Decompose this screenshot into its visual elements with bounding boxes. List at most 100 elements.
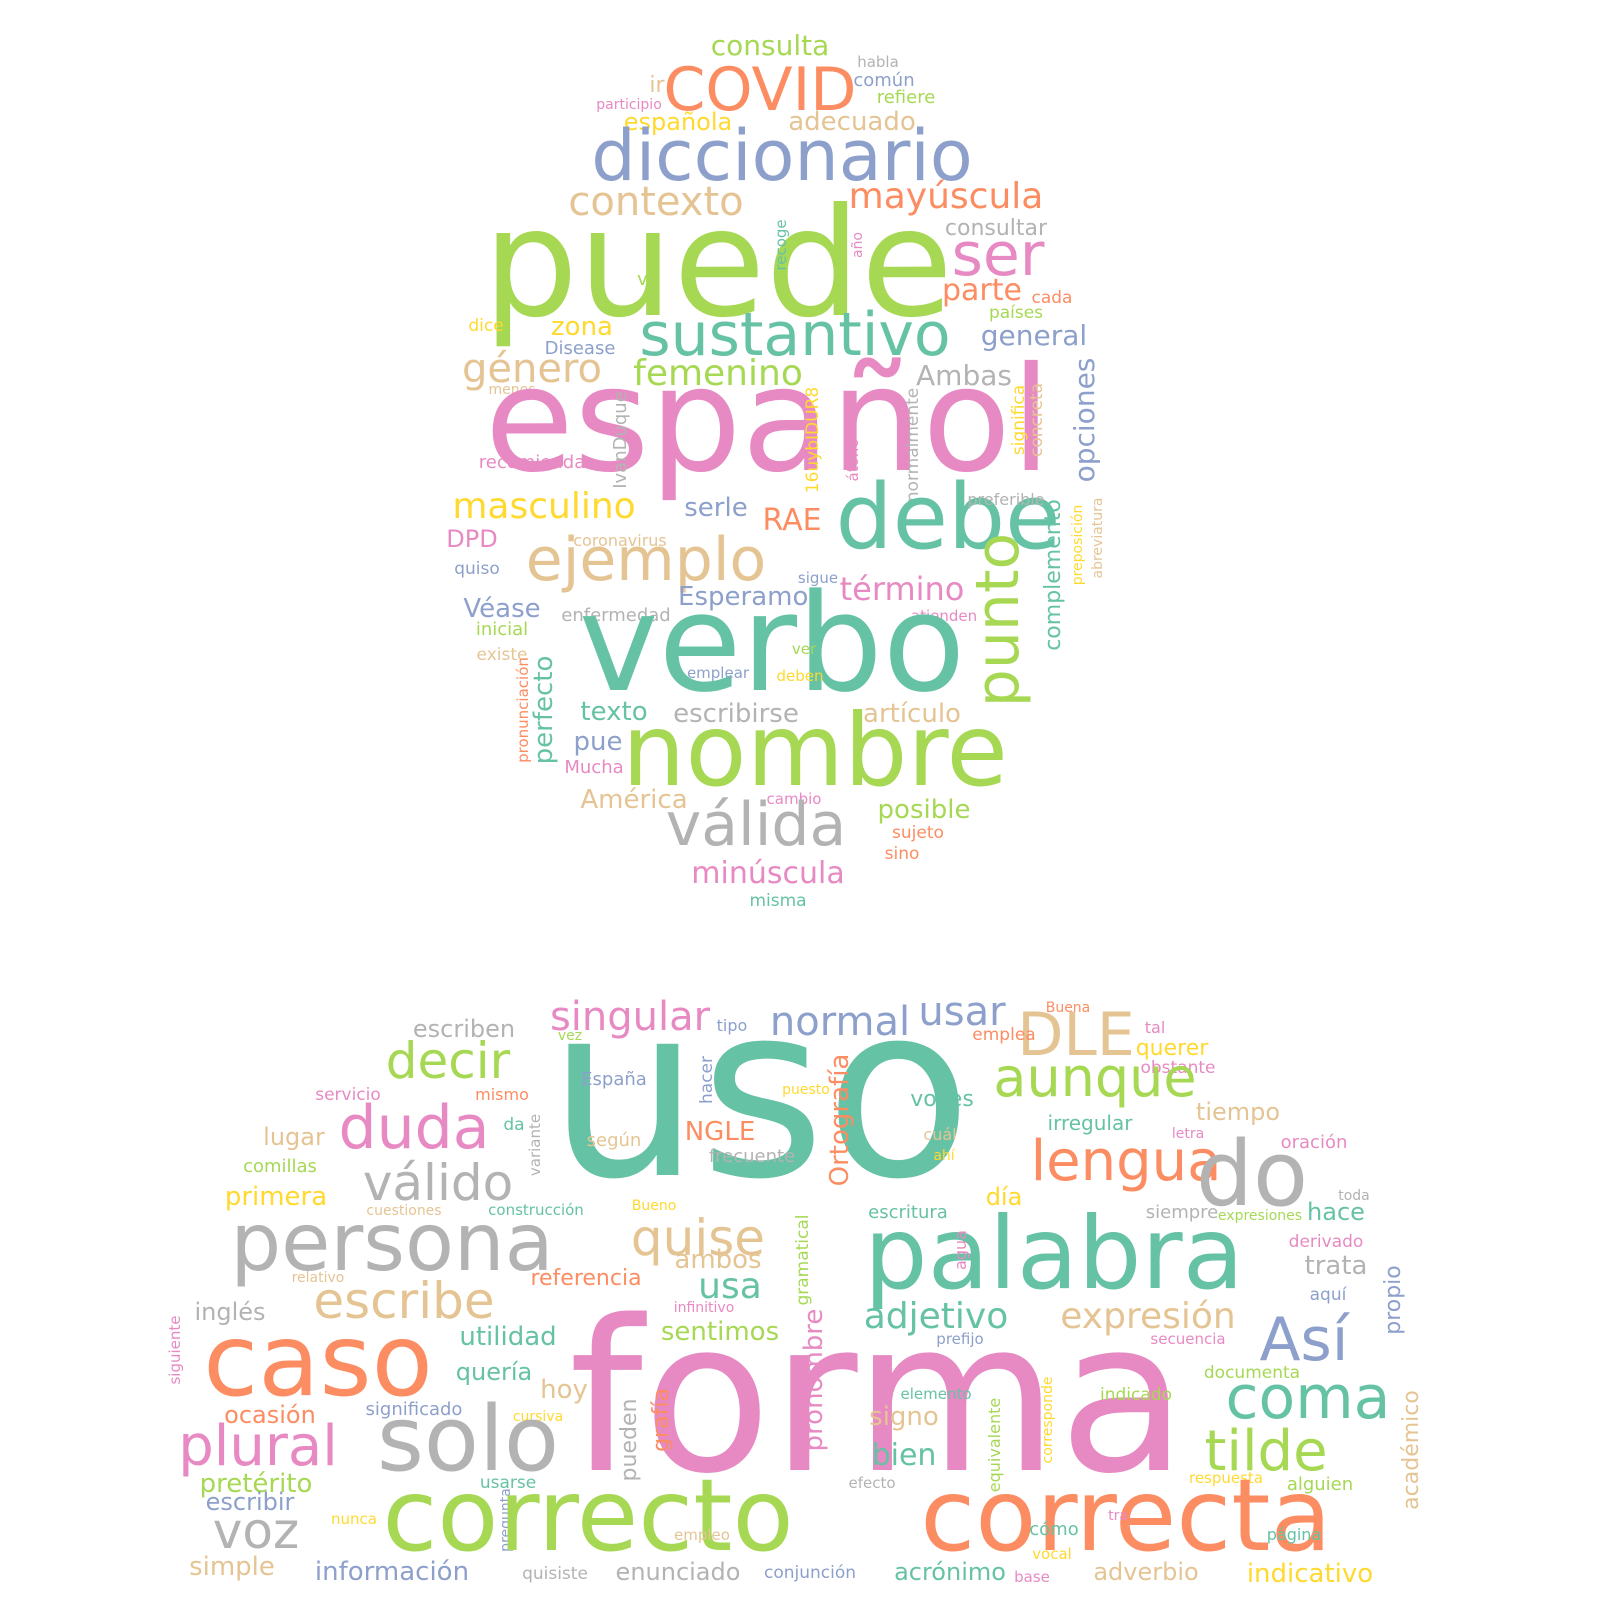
word-168: solo: [377, 1387, 559, 1492]
word-50: quiso: [454, 559, 500, 579]
word-40: serle: [684, 493, 747, 523]
word-199: indicativo: [1247, 1559, 1373, 1589]
word-31: opciones: [1068, 358, 1101, 483]
word-89: vez: [558, 1028, 582, 1044]
word-71: Mucha: [564, 757, 623, 778]
word-178: respuesta: [1189, 1469, 1263, 1487]
word-55: enfermedad: [561, 605, 670, 626]
word-165: corresponde: [1040, 1377, 1056, 1464]
word-30: español: [485, 336, 1052, 505]
word-91: decir: [386, 1032, 511, 1090]
word-162: significado: [366, 1399, 463, 1420]
word-191: simple: [189, 1552, 275, 1582]
word-22: países: [989, 303, 1043, 323]
word-60: verbo: [579, 565, 966, 722]
word-73: América: [580, 785, 687, 815]
word-46: ejemplo: [526, 525, 766, 595]
word-12: consultar: [945, 216, 1048, 241]
word-151: prefijo: [936, 1330, 983, 1348]
word-54: Esperamos: [678, 582, 822, 612]
word-166: cursiva: [513, 1409, 563, 1425]
word-20: dice: [468, 316, 503, 336]
word-59: existe: [477, 645, 528, 665]
word-64: deben: [776, 667, 823, 685]
word-79: misma: [749, 891, 806, 911]
word-183: nunca: [331, 1510, 377, 1528]
word-4: ir: [649, 73, 665, 98]
word-136: trata: [1305, 1251, 1368, 1281]
word-17: va: [637, 269, 659, 290]
word-13: puede: [483, 177, 953, 351]
word-47: complemento: [1041, 499, 1066, 651]
word-81: singular: [550, 994, 711, 1040]
word-108: NGLE: [685, 1117, 756, 1147]
word-175: pretérito: [200, 1469, 313, 1499]
word-63: emplear: [687, 664, 750, 682]
word-67: escribirse: [673, 699, 799, 729]
word-184: correcto: [382, 1457, 793, 1574]
word-157: pronombre: [799, 1309, 829, 1452]
word-150: siguiente: [166, 1315, 184, 1384]
word-1: habla: [857, 53, 899, 71]
word-62: pronunciación: [514, 657, 532, 763]
word-124: Bueno: [632, 1198, 677, 1214]
word-10: contexto: [568, 179, 743, 225]
word-161: indicado: [1100, 1385, 1172, 1405]
word-139: escribe: [313, 1272, 494, 1330]
word-7: española: [624, 108, 732, 136]
word-99: Ortografía: [825, 1054, 855, 1187]
word-140: usa: [698, 1266, 762, 1307]
word-88: emplea: [972, 1025, 1035, 1045]
word-156: documenta: [1204, 1363, 1300, 1383]
word-68: artículo: [863, 699, 961, 729]
word-195: conjunción: [764, 1563, 856, 1583]
word-116: ahí: [933, 1148, 955, 1164]
word-193: quisiste: [522, 1564, 588, 1584]
word-169: pueden: [617, 1399, 642, 1482]
word-133: derivado: [1289, 1232, 1364, 1252]
word-181: pregunta: [498, 1488, 514, 1552]
word-167: plural: [178, 1414, 338, 1479]
word-90: querer: [1136, 1036, 1210, 1061]
word-185: correcta: [920, 1457, 1331, 1574]
word-70: nombre: [622, 692, 1008, 809]
word-57: inicial: [476, 619, 528, 640]
word-98: puesto: [782, 1082, 830, 1098]
word-66: texto: [580, 697, 647, 727]
word-16: año: [850, 232, 866, 258]
word-24: general: [981, 319, 1087, 352]
word-182: voz: [213, 1502, 299, 1560]
word-48: preposición: [1070, 505, 1086, 586]
word-149: utilidad: [459, 1322, 556, 1352]
word-180: escribir: [206, 1488, 295, 1516]
word-2: COVID: [663, 55, 856, 125]
word-110: cuál: [923, 1125, 956, 1144]
word-141: aquí: [1310, 1285, 1348, 1305]
word-121: toda: [1338, 1188, 1370, 1204]
word-42: preferible: [967, 490, 1044, 509]
word-120: día: [986, 1183, 1023, 1211]
word-84: escriben: [413, 1015, 515, 1043]
word-104: irregular: [1048, 1111, 1134, 1135]
word-53: Véase: [463, 594, 540, 624]
word-147: Así: [1260, 1305, 1351, 1375]
word-109: según: [587, 1130, 642, 1151]
word-58: punto: [963, 533, 1033, 707]
word-6: participio: [596, 97, 662, 113]
word-190: página: [1267, 1525, 1322, 1544]
word-0: consulta: [711, 29, 830, 62]
word-92: uso: [548, 952, 972, 1232]
word-163: ocasión: [224, 1401, 316, 1429]
word-187: cómo: [1029, 1519, 1078, 1540]
word-26: género: [462, 346, 602, 392]
word-194: enunciado: [616, 1558, 741, 1586]
word-112: oración: [1281, 1132, 1348, 1153]
word-39: masculino: [452, 486, 635, 527]
word-130: quise: [631, 1209, 765, 1267]
word-129: persona: [230, 1196, 553, 1289]
word-127: hace: [1307, 1198, 1365, 1226]
word-74: posible: [878, 795, 971, 825]
word-23: sustantivo: [639, 300, 950, 370]
